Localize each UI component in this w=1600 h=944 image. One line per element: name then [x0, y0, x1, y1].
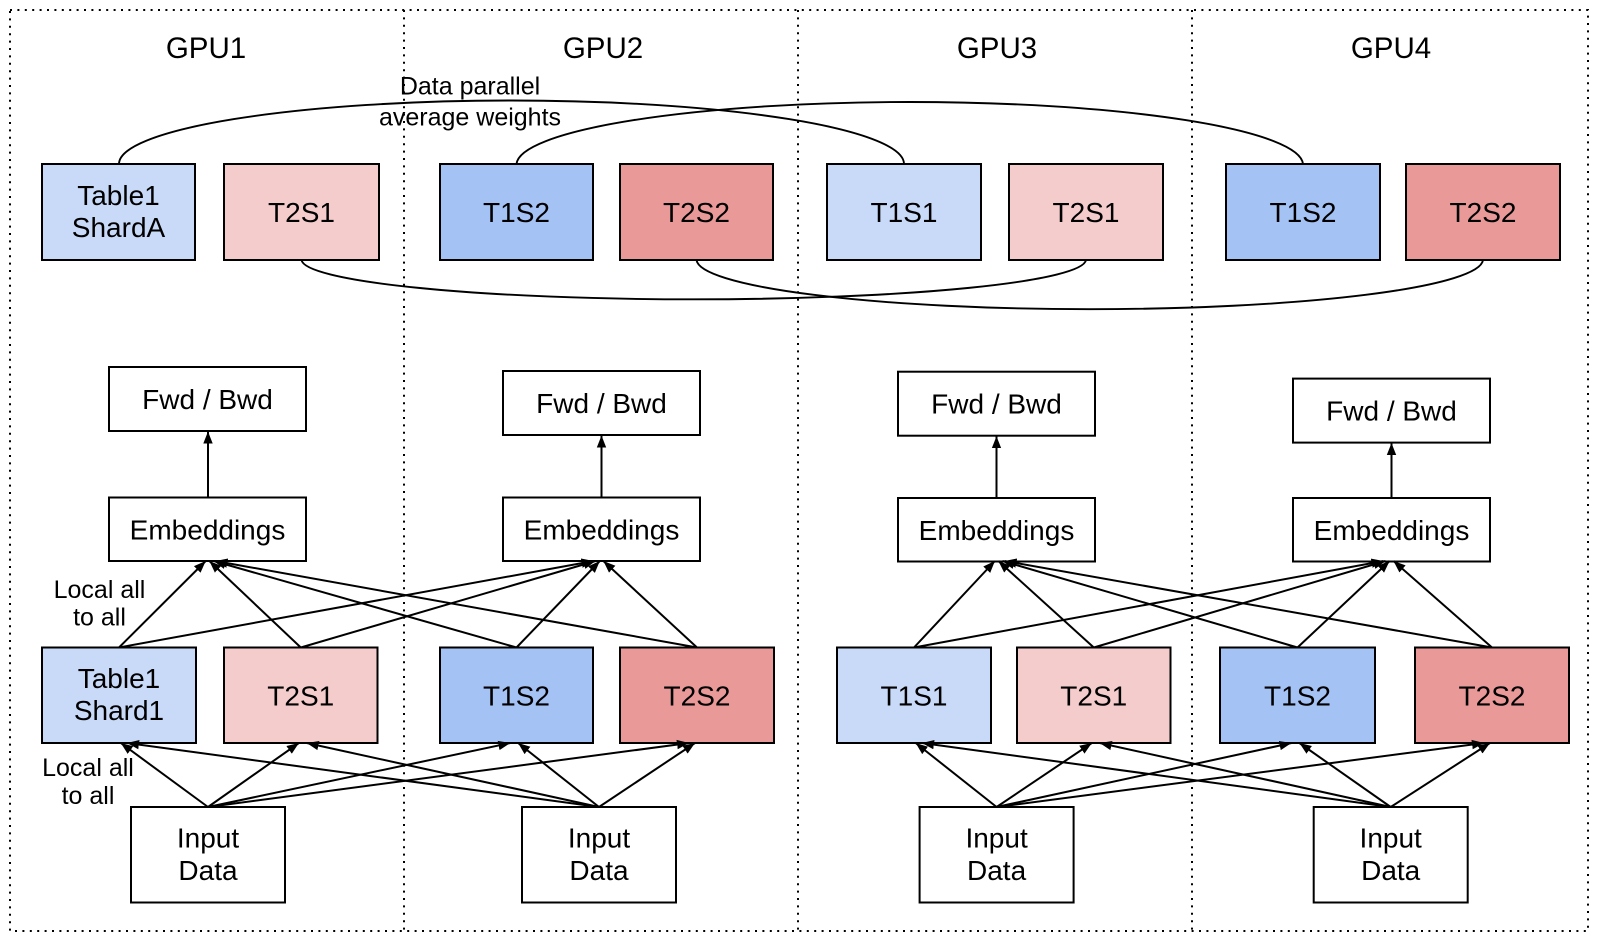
- svg-text:Embeddings: Embeddings: [130, 514, 286, 545]
- svg-text:GPU3: GPU3: [957, 32, 1037, 65]
- svg-text:Data: Data: [967, 855, 1027, 886]
- svg-text:Shard1: Shard1: [74, 695, 164, 726]
- svg-text:average weights: average weights: [379, 104, 561, 132]
- svg-text:Table1: Table1: [78, 663, 161, 694]
- svg-text:Data parallel: Data parallel: [400, 73, 540, 101]
- svg-text:T2S1: T2S1: [1060, 680, 1127, 711]
- svg-text:ShardA: ShardA: [72, 212, 166, 243]
- svg-text:T2S2: T2S2: [1459, 680, 1526, 711]
- svg-text:to all: to all: [73, 604, 126, 632]
- svg-text:Local all: Local all: [42, 754, 134, 782]
- svg-text:T2S1: T2S1: [1053, 197, 1120, 228]
- svg-text:Fwd / Bwd: Fwd / Bwd: [536, 388, 667, 419]
- svg-text:Embeddings: Embeddings: [524, 514, 680, 545]
- svg-text:Input: Input: [177, 823, 239, 854]
- svg-text:GPU2: GPU2: [563, 32, 643, 65]
- svg-text:T2S2: T2S2: [664, 680, 731, 711]
- svg-text:Table1: Table1: [77, 180, 160, 211]
- svg-text:Embeddings: Embeddings: [1314, 515, 1470, 546]
- svg-text:to all: to all: [62, 782, 115, 810]
- svg-text:GPU4: GPU4: [1351, 32, 1431, 65]
- svg-text:T2S1: T2S1: [268, 197, 335, 228]
- svg-text:Fwd / Bwd: Fwd / Bwd: [931, 389, 1062, 420]
- svg-text:T1S2: T1S2: [1264, 680, 1331, 711]
- svg-text:T2S2: T2S2: [1450, 197, 1517, 228]
- svg-text:T2S2: T2S2: [663, 197, 730, 228]
- svg-text:Input: Input: [965, 823, 1027, 854]
- svg-text:Local all: Local all: [54, 576, 146, 604]
- svg-text:T1S1: T1S1: [881, 680, 948, 711]
- svg-text:T1S2: T1S2: [1270, 197, 1337, 228]
- svg-text:T1S1: T1S1: [871, 197, 938, 228]
- svg-text:Fwd / Bwd: Fwd / Bwd: [1326, 396, 1457, 427]
- svg-text:Data: Data: [569, 855, 629, 886]
- svg-text:Embeddings: Embeddings: [919, 515, 1075, 546]
- svg-text:Input: Input: [568, 823, 630, 854]
- svg-text:T1S2: T1S2: [483, 680, 550, 711]
- svg-text:T1S2: T1S2: [483, 197, 550, 228]
- svg-text:Data: Data: [1361, 855, 1421, 886]
- svg-text:GPU1: GPU1: [166, 32, 246, 65]
- svg-text:T2S1: T2S1: [267, 680, 334, 711]
- svg-text:Fwd / Bwd: Fwd / Bwd: [142, 384, 273, 415]
- svg-text:Input: Input: [1360, 823, 1422, 854]
- svg-text:Data: Data: [178, 855, 238, 886]
